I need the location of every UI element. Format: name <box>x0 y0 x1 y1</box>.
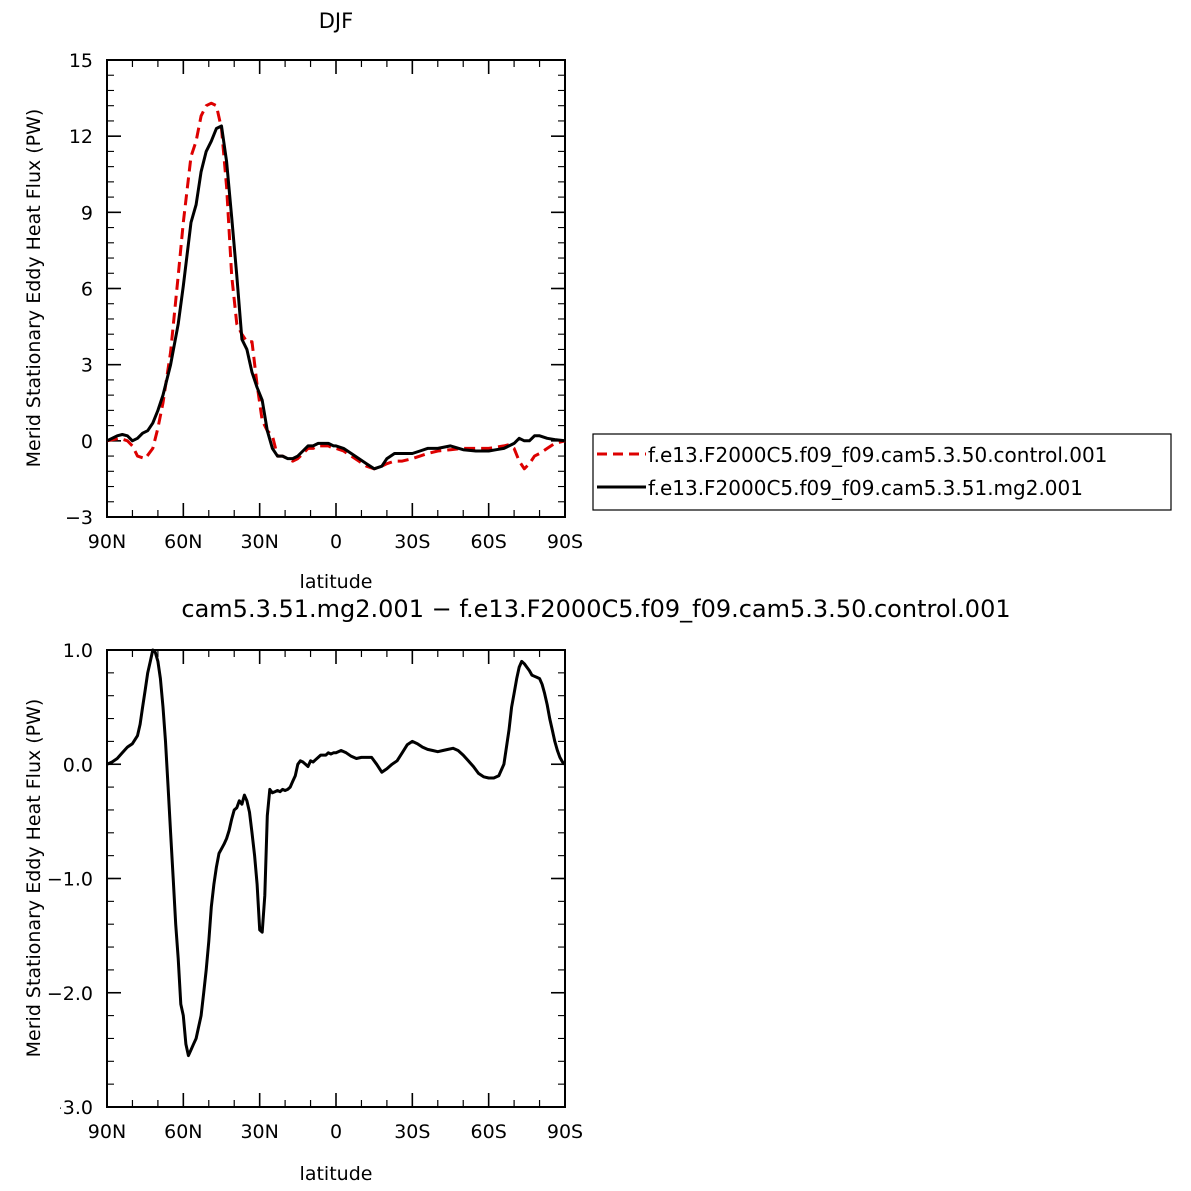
y-tick-label: 0.0 <box>63 754 93 776</box>
legend-label-mg2: f.e13.F2000C5.f09_f09.cam5.3.51.mg2.001 <box>648 476 1083 500</box>
y-tick-label: 12 <box>69 126 93 148</box>
x-tick-label: 0 <box>330 1121 342 1143</box>
y-tick-label: −1.0 <box>47 869 93 891</box>
y-axis-label: Merid Stationary Eddy Heat Flux (PW) <box>23 699 45 1058</box>
x-tick-label: 90S <box>547 1121 583 1143</box>
series-line-1 <box>106 124 566 471</box>
x-tick-label: 60S <box>471 1121 507 1143</box>
axis-ticks: 90N 60N 30N 0 30S 60S 90S 15 12 9 6 3 0 −3 <box>65 50 583 553</box>
label-mask-bottom <box>20 1095 60 1135</box>
plot-frame <box>106 649 566 1108</box>
x-tick-label: 90S <box>547 531 583 553</box>
y-axis-label: Merid Stationary Eddy Heat Flux (PW) <box>23 109 45 468</box>
y-tick-label: 9 <box>81 202 93 224</box>
djf-panel: DJF 90N 60N 30N 0 30S 60S 90S 15 12 9 6 3 0 −3 latitu… <box>23 9 583 593</box>
x-tick-label: 90N <box>88 1121 126 1143</box>
y-tick-label: 0 <box>81 431 93 453</box>
x-tick-label: 90N <box>88 531 126 553</box>
x-tick-label: 30N <box>240 1121 278 1143</box>
y-tick-label: 6 <box>81 279 93 301</box>
label-mask-top <box>20 630 60 650</box>
x-tick-label: 30S <box>394 531 430 553</box>
y-tick-label: 15 <box>69 50 93 72</box>
series-group <box>106 101 566 471</box>
chart-title: cam5.3.51.mg2.001 − f.e13.F2000C5.f09_f0… <box>181 595 1010 623</box>
series-line-0 <box>106 101 566 471</box>
y-tick-label: −3 <box>65 507 93 529</box>
chart-title: DJF <box>319 9 353 33</box>
legend-label-control: f.e13.F2000C5.f09_f09.cam5.3.50.control.… <box>648 443 1107 467</box>
series-line-0 <box>106 648 567 1058</box>
x-tick-label: 30N <box>240 531 278 553</box>
x-tick-label: 60N <box>164 531 202 553</box>
x-axis-label: latitude <box>300 1163 373 1185</box>
y-tick-label: 3 <box>81 355 93 377</box>
x-axis-label: latitude <box>300 571 373 593</box>
legend: f.e13.F2000C5.f09_f09.cam5.3.50.control.… <box>592 433 1172 511</box>
x-tick-label: 60N <box>164 1121 202 1143</box>
y-tick-label: −2.0 <box>47 983 93 1005</box>
y-tick-label: 1.0 <box>63 640 93 662</box>
x-tick-label: 60S <box>471 531 507 553</box>
legend-box <box>592 433 1172 511</box>
x-tick-label: 30S <box>394 1121 430 1143</box>
difference-panel: cam5.3.51.mg2.001 − f.e13.F2000C5.f09_f0… <box>23 595 1011 1185</box>
plot-border <box>106 649 566 1108</box>
x-tick-label: 0 <box>330 531 342 553</box>
series-group <box>106 648 567 1058</box>
